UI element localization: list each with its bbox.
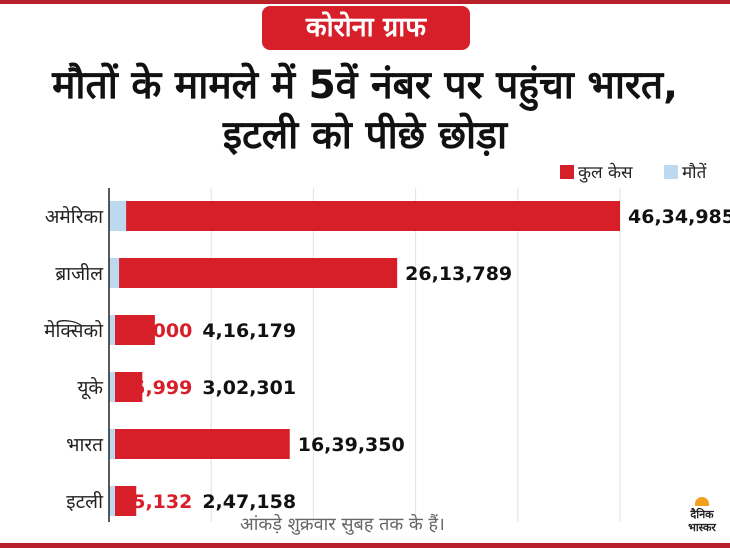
bar-deaths bbox=[109, 258, 120, 288]
bar-total-cases bbox=[109, 315, 155, 345]
category-label: अमेरिका bbox=[45, 205, 104, 228]
deaths-value-label: 35,786 bbox=[119, 434, 192, 456]
publisher-logo: दैनिक भास्कर bbox=[680, 497, 724, 541]
total-cases-value-label: 26,13,789 bbox=[405, 263, 512, 285]
deaths-value-label: 46,000 bbox=[119, 320, 192, 342]
total-cases-value-label: 46,34,985 bbox=[628, 206, 730, 228]
logo-line-1: दैनिक bbox=[690, 508, 714, 521]
total-cases-value-label: 2,47,158 bbox=[202, 491, 296, 513]
footnote: आंकड़े शुक्रवार सुबह तक के हैं। bbox=[240, 514, 445, 535]
deaths-value-label: 1,55,285 bbox=[130, 206, 224, 228]
logo-sun-icon bbox=[695, 497, 709, 506]
deaths-value-label: 45,999 bbox=[119, 377, 192, 399]
bar-deaths bbox=[109, 486, 115, 516]
banner-tag: कोरोना ग्राफ bbox=[262, 6, 470, 50]
category-label: इटली bbox=[66, 490, 104, 513]
total-cases-value-label: 16,39,350 bbox=[298, 434, 405, 456]
legend-item-cases: कुल केस bbox=[560, 160, 633, 183]
logo-line-2: भास्कर bbox=[688, 521, 716, 534]
headline-line-2: इटली को पीछे छोड़ा bbox=[222, 113, 508, 158]
legend-swatch-cases bbox=[560, 164, 574, 179]
bar-total-cases bbox=[109, 429, 290, 459]
legend-item-deaths: मौतें bbox=[664, 160, 706, 183]
bar-deaths bbox=[109, 429, 115, 459]
bar-total-cases bbox=[109, 201, 620, 231]
bar-deaths bbox=[109, 315, 115, 345]
category-label: यूके bbox=[77, 376, 103, 400]
deaths-value-label: 35,132 bbox=[119, 491, 192, 513]
bar-deaths bbox=[109, 372, 115, 402]
headline-line-1: मौतों के मामले में 5वें नंबर पर पहुंचा भ… bbox=[52, 63, 678, 108]
legend-swatch-deaths bbox=[664, 164, 678, 179]
category-label: मेक्सिको bbox=[44, 319, 104, 342]
category-label: ब्राजील bbox=[55, 262, 104, 285]
top-rule bbox=[0, 0, 730, 4]
total-cases-value-label: 3,02,301 bbox=[202, 377, 296, 399]
legend-label-cases: कुल केस bbox=[578, 163, 633, 183]
total-cases-value-label: 4,16,179 bbox=[202, 320, 296, 342]
bottom-rule bbox=[0, 543, 730, 548]
bar-deaths bbox=[109, 201, 127, 231]
legend-label-deaths: मौतें bbox=[682, 163, 707, 183]
deaths-value-label: 91,377 bbox=[123, 263, 196, 285]
category-label: भारत bbox=[66, 434, 104, 456]
bar-total-cases bbox=[109, 258, 398, 288]
